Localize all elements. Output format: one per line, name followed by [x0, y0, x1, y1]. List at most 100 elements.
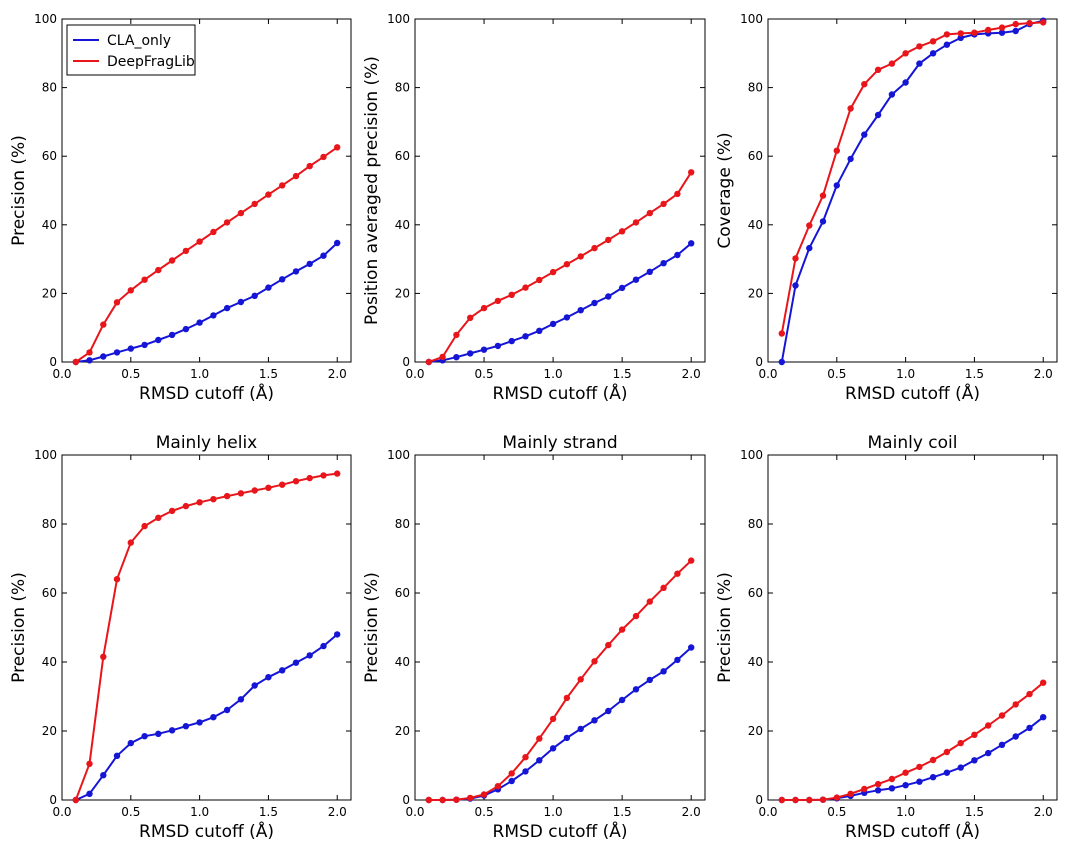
y-tick-label: 40 — [748, 218, 763, 232]
data-point — [660, 584, 667, 591]
data-point — [549, 715, 557, 723]
y-tick-label: 20 — [748, 724, 763, 738]
data-point — [1040, 19, 1047, 26]
data-point — [141, 276, 148, 283]
data-point — [425, 358, 432, 366]
y-axis-label: Precision (%) — [9, 135, 29, 246]
data-point — [577, 253, 584, 260]
data-point — [605, 236, 612, 244]
data-point — [971, 731, 978, 738]
data-point — [251, 487, 258, 494]
x-tick-label: 0.5 — [827, 367, 846, 381]
series-CLA_only — [425, 240, 695, 366]
legend-label: CLA_only — [107, 33, 171, 49]
y-axis-label: Precision (%) — [715, 572, 735, 683]
data-point — [618, 284, 626, 292]
data-point — [632, 612, 640, 620]
data-point — [660, 668, 667, 675]
data-point — [265, 191, 272, 198]
y-tick-label: 100 — [34, 448, 57, 462]
x-tick-label: 0.5 — [121, 367, 140, 381]
data-point — [1040, 714, 1047, 721]
data-point — [847, 155, 854, 163]
y-tick-label: 100 — [740, 448, 763, 462]
data-point — [141, 522, 148, 530]
x-tick-label: 1.0 — [896, 367, 915, 381]
data-point — [943, 769, 951, 776]
data-point — [168, 257, 176, 264]
data-point — [155, 730, 162, 737]
data-point — [508, 770, 515, 777]
data-point — [646, 209, 653, 217]
data-point — [480, 346, 488, 353]
data-point — [265, 284, 272, 291]
series-line — [74, 472, 338, 801]
data-point — [778, 358, 785, 366]
y-tick-label: 80 — [395, 517, 410, 531]
y-axis-label: Position averaged precision (%) — [362, 56, 382, 325]
chart-panel-2: 0 20 40 60 80 100 0.0 0.5 1.0 1.5 2.0 RMSD cutoff (… — [362, 12, 706, 404]
data-point — [1026, 690, 1033, 698]
data-point — [425, 796, 432, 804]
data-point — [902, 79, 909, 86]
axes-frame — [414, 18, 706, 363]
data-point — [985, 26, 992, 34]
data-point — [888, 775, 896, 783]
y-tick-label: 0 — [402, 793, 410, 807]
data-point — [1012, 27, 1019, 35]
series-DeepFragLib — [72, 144, 341, 366]
y-tick-label: 20 — [42, 724, 57, 738]
data-point — [660, 260, 667, 267]
data-point — [674, 190, 681, 198]
data-point — [1012, 20, 1019, 28]
data-point — [522, 333, 529, 340]
data-point — [998, 741, 1006, 748]
series-line — [428, 646, 692, 801]
data-point — [182, 502, 190, 510]
x-axis-label: RMSD cutoff (Å) — [845, 820, 980, 842]
data-point — [480, 791, 488, 798]
data-point — [522, 768, 529, 775]
data-point — [674, 251, 681, 259]
data-point — [1012, 733, 1019, 740]
data-point — [86, 760, 93, 767]
x-tick-label: 2.0 — [1034, 805, 1053, 819]
data-point — [508, 291, 515, 298]
series-DeepFragLib — [778, 19, 1047, 337]
data-point — [536, 327, 543, 334]
x-axis-label: RMSD cutoff (Å) — [493, 382, 628, 404]
data-point — [522, 754, 529, 761]
data-point — [605, 707, 612, 715]
data-point — [251, 292, 258, 299]
data-point — [1012, 701, 1019, 708]
data-point — [251, 200, 258, 208]
data-point — [113, 752, 121, 759]
data-point — [467, 794, 474, 802]
data-point — [127, 345, 134, 352]
series-line — [780, 21, 1044, 334]
data-point — [306, 474, 313, 482]
y-tick-label: 40 — [395, 655, 410, 669]
y-tick-label: 80 — [42, 517, 57, 531]
y-tick-label: 20 — [42, 286, 57, 300]
data-point — [674, 656, 681, 664]
data-point — [646, 598, 653, 605]
data-point — [292, 659, 300, 666]
x-tick-label: 1.5 — [965, 805, 984, 819]
y-tick-label: 40 — [42, 218, 57, 232]
data-point — [536, 276, 543, 284]
axes-frame — [414, 454, 706, 801]
series-line — [428, 242, 692, 363]
data-point — [86, 349, 93, 356]
y-tick-label: 0 — [49, 355, 57, 369]
data-point — [874, 111, 882, 119]
data-point — [792, 796, 799, 804]
data-point — [957, 30, 964, 37]
data-point — [916, 763, 923, 771]
x-tick-label: 1.5 — [613, 367, 632, 381]
data-point — [618, 228, 626, 235]
y-tick-label: 60 — [42, 586, 57, 600]
data-point — [320, 153, 327, 161]
data-point — [998, 29, 1006, 36]
data-point — [279, 481, 286, 488]
